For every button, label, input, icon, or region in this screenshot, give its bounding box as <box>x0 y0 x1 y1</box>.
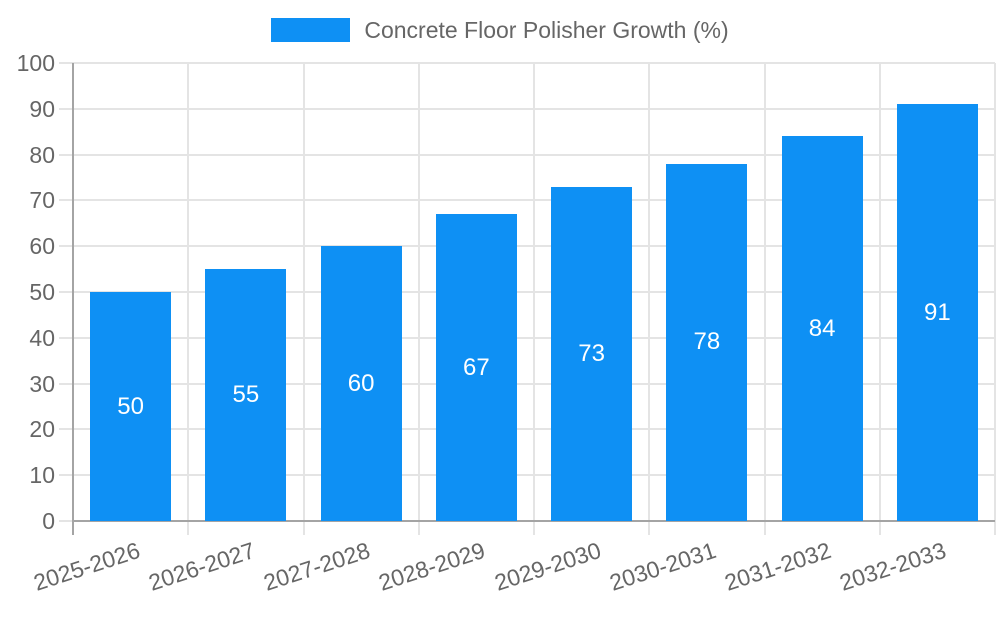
bar[interactable]: 67 <box>435 214 517 521</box>
x-gridline <box>187 63 190 521</box>
bar-value-label: 78 <box>693 328 721 356</box>
y-tick-mark <box>59 520 73 522</box>
x-tick-mark <box>994 521 996 535</box>
x-gridline <box>878 63 881 521</box>
y-tick-mark <box>59 336 73 339</box>
bar[interactable]: 73 <box>551 186 633 521</box>
bar-value-label: 73 <box>578 339 605 367</box>
y-tick-label: 80 <box>29 141 55 168</box>
x-gridline <box>533 63 535 521</box>
bar-value-label: 50 <box>117 392 144 420</box>
y-tick-label: 60 <box>29 233 55 260</box>
x-gridline <box>302 63 305 521</box>
x-axis-line <box>73 520 995 522</box>
bar-value-label: 84 <box>808 314 836 342</box>
y-tick-label: 20 <box>29 416 55 443</box>
bar[interactable]: 55 <box>205 269 287 521</box>
y-tick-mark <box>59 107 73 110</box>
bar-chart: Concrete Floor Polisher Growth (%) 0 10 20… <box>0 16 1000 596</box>
x-gridline <box>417 63 420 521</box>
y-tick-label: 40 <box>29 324 55 351</box>
y-tick-label: 30 <box>29 370 55 397</box>
bar[interactable]: 91 <box>896 104 978 521</box>
x-tick-mark <box>302 521 305 535</box>
y-tick-mark <box>59 474 73 477</box>
y-tick-label: 10 <box>29 462 55 489</box>
y-tick-label: 90 <box>29 95 55 122</box>
bar[interactable]: 60 <box>320 246 402 521</box>
y-tick-mark <box>59 245 73 248</box>
bar-value-label: 60 <box>347 369 375 397</box>
legend-swatch-icon <box>271 18 351 42</box>
y-tick-label: 100 <box>16 50 55 76</box>
bar[interactable]: 50 <box>90 292 172 521</box>
bar[interactable]: 78 <box>666 163 748 521</box>
y-tick-label: 70 <box>29 187 55 214</box>
x-tick-mark <box>533 521 535 535</box>
bar-value-label: 91 <box>924 298 951 326</box>
x-tick-mark <box>648 521 651 535</box>
y-tick-mark <box>59 382 73 385</box>
x-tick-mark <box>187 521 190 535</box>
y-axis-line <box>72 63 74 535</box>
y-tick-mark <box>59 62 73 64</box>
bar[interactable]: 84 <box>781 136 863 521</box>
x-gridline <box>763 63 766 521</box>
chart-legend[interactable]: Concrete Floor Polisher Growth (%) <box>0 16 1000 44</box>
x-gridline <box>648 63 651 521</box>
y-tick-label: 0 <box>42 508 55 534</box>
y-tick-label: 50 <box>29 279 55 305</box>
plot-area: 0 10 20 30 40 50 60 70 80 90 100 50 2025-2026 55 2026-… <box>17 50 996 596</box>
bar-value-label: 55 <box>232 381 260 409</box>
y-tick-mark <box>59 199 73 202</box>
y-tick-mark <box>59 291 73 293</box>
x-gridline <box>994 63 996 521</box>
y-tick-mark <box>59 153 73 156</box>
x-tick-mark <box>763 521 766 535</box>
y-tick-mark <box>59 428 73 431</box>
x-tick-mark <box>417 521 420 535</box>
bar-value-label: 67 <box>463 353 490 381</box>
legend-label: Concrete Floor Polisher Growth (%) <box>364 17 729 43</box>
x-tick-mark <box>878 521 881 535</box>
